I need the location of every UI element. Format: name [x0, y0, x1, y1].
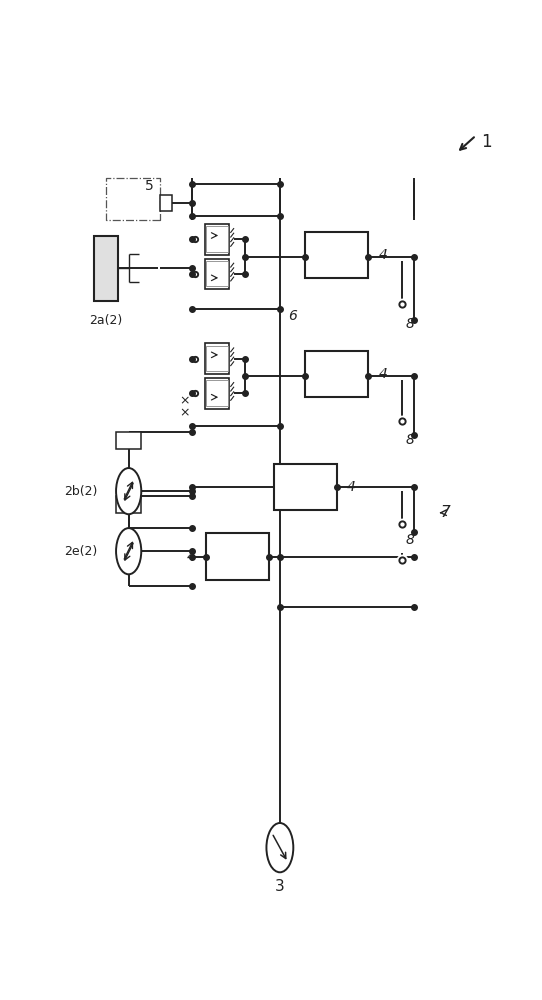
Bar [205, 224, 229, 255]
Bar [116, 432, 141, 449]
Bar [274, 464, 337, 510]
Text: 4: 4 [187, 550, 196, 564]
Text: 4: 4 [378, 367, 388, 381]
Bar [160, 195, 172, 211]
Text: 8: 8 [406, 433, 415, 447]
Circle shape [116, 468, 141, 514]
Text: ×: × [179, 406, 189, 419]
Bar [94, 236, 118, 301]
Bar [116, 496, 141, 513]
Circle shape [116, 528, 141, 574]
Bar [207, 226, 228, 252]
Bar [207, 533, 269, 580]
Circle shape [267, 823, 293, 872]
Text: ×: × [179, 395, 189, 408]
Bar [305, 232, 368, 278]
Text: 1: 1 [481, 133, 492, 151]
Bar [205, 378, 229, 409]
Bar [205, 259, 229, 289]
Bar [205, 343, 229, 374]
Text: 4: 4 [347, 480, 356, 494]
Text: 4: 4 [378, 248, 388, 262]
Text: 2e(2): 2e(2) [64, 545, 97, 558]
Bar [207, 380, 228, 406]
Bar [207, 346, 228, 371]
Text: 8: 8 [406, 317, 415, 331]
Bar [305, 351, 368, 397]
Text: 7: 7 [441, 505, 450, 520]
Text: 6: 6 [288, 309, 297, 323]
Text: 8: 8 [406, 533, 415, 547]
Text: 5: 5 [145, 179, 154, 193]
Text: 3: 3 [275, 879, 285, 894]
Bar [207, 261, 228, 286]
Text: 2a(2): 2a(2) [89, 314, 122, 327]
Text: 2b(2): 2b(2) [64, 485, 97, 498]
